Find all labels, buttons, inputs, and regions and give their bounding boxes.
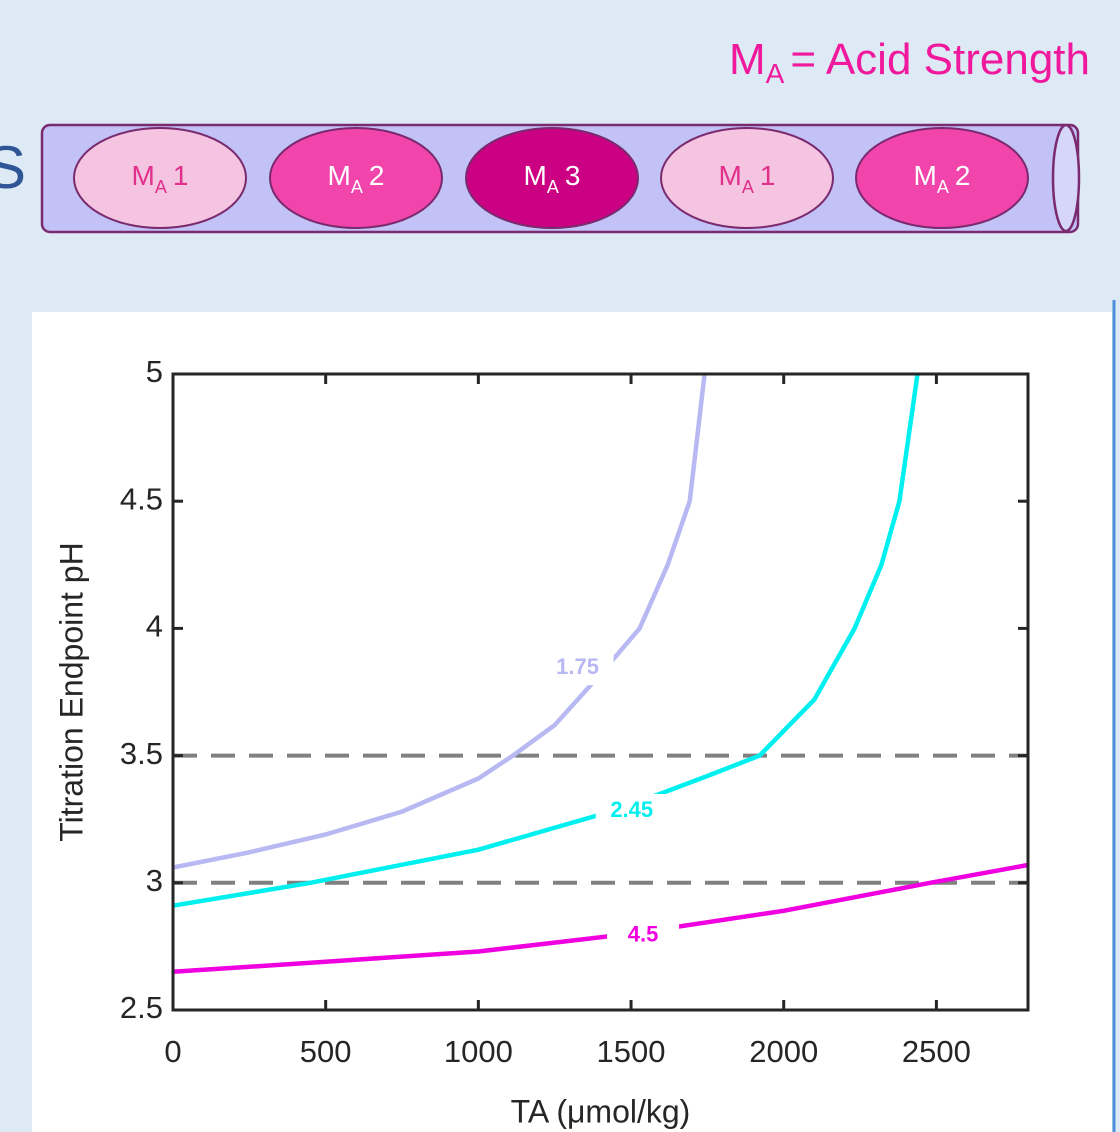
y-tick-label: 4 — [146, 609, 163, 644]
series-line — [172, 373, 920, 908]
item-subscript: A — [351, 177, 363, 197]
tube-item — [269, 127, 443, 229]
y-tick-label: 2.5 — [120, 990, 163, 1025]
strength-key: MA = Acid Strength — [729, 35, 1090, 90]
item-label: 1 — [173, 160, 189, 191]
tube-end — [1051, 123, 1081, 233]
item-symbol: M — [132, 160, 155, 191]
tube-item-label: MA 2 — [914, 160, 971, 196]
item-subscript: A — [742, 177, 754, 197]
key-text: = Acid Strength — [790, 35, 1090, 84]
key-subscript: A — [766, 58, 785, 89]
series-label-bg — [541, 651, 614, 686]
x-tick-label: 0 — [164, 1034, 181, 1069]
tube: MA 1 MA 2 MA 3 MA 1 MA 2 — [40, 123, 1081, 234]
chart: 1.75 2.45 4.5 0 500 1000 1500 2000 2500 2.5 3 3.5 4 4… — [53, 354, 1030, 1129]
edge-fragment: S — [0, 134, 26, 201]
item-symbol: M — [328, 160, 351, 191]
item-subscript: A — [155, 177, 167, 197]
key-symbol: M — [729, 35, 766, 84]
item-symbol: M — [524, 160, 547, 191]
item-label: 3 — [565, 160, 581, 191]
tube-item-label: MA 2 — [328, 160, 385, 196]
item-label: 2 — [955, 160, 971, 191]
y-axis-label: Titration Endpoint pH — [53, 542, 89, 841]
x-tick-label: 1000 — [444, 1034, 513, 1069]
tube-item-label: MA 1 — [132, 160, 189, 196]
series-label: 4.5 — [628, 921, 659, 946]
x-tick-label: 2500 — [902, 1034, 971, 1069]
item-label: 1 — [760, 160, 776, 191]
tube-item — [465, 127, 639, 229]
series-label: 2.45 — [610, 797, 653, 822]
item-label: 2 — [369, 160, 385, 191]
series-label-bg — [595, 794, 668, 829]
x-tick-label: 500 — [300, 1034, 352, 1069]
x-axis-label: TA (μmol/kg) — [511, 1093, 691, 1129]
y-tick-label: 5 — [146, 354, 163, 389]
y-tick-label: 4.5 — [120, 481, 163, 516]
item-symbol: M — [719, 160, 742, 191]
series-line — [172, 373, 707, 870]
tube-item-label: MA 1 — [719, 160, 776, 196]
plot-frame — [171, 372, 1030, 1012]
item-symbol: M — [914, 160, 937, 191]
tube-item — [855, 127, 1029, 229]
tube-item — [660, 127, 834, 229]
x-tick-label: 2000 — [749, 1034, 818, 1069]
tube-item-label: MA 3 — [524, 160, 581, 196]
y-tick-label: 3 — [146, 863, 163, 898]
item-subscript: A — [547, 177, 559, 197]
series-label: 1.75 — [556, 654, 599, 679]
series-label-bg — [607, 918, 680, 953]
tube-item — [73, 127, 247, 229]
y-tick-label: 3.5 — [120, 736, 163, 771]
chart-panel — [32, 312, 1112, 1132]
edge-fragment: l — [0, 652, 1, 719]
x-tick-label: 1500 — [597, 1034, 666, 1069]
item-subscript: A — [937, 177, 949, 197]
